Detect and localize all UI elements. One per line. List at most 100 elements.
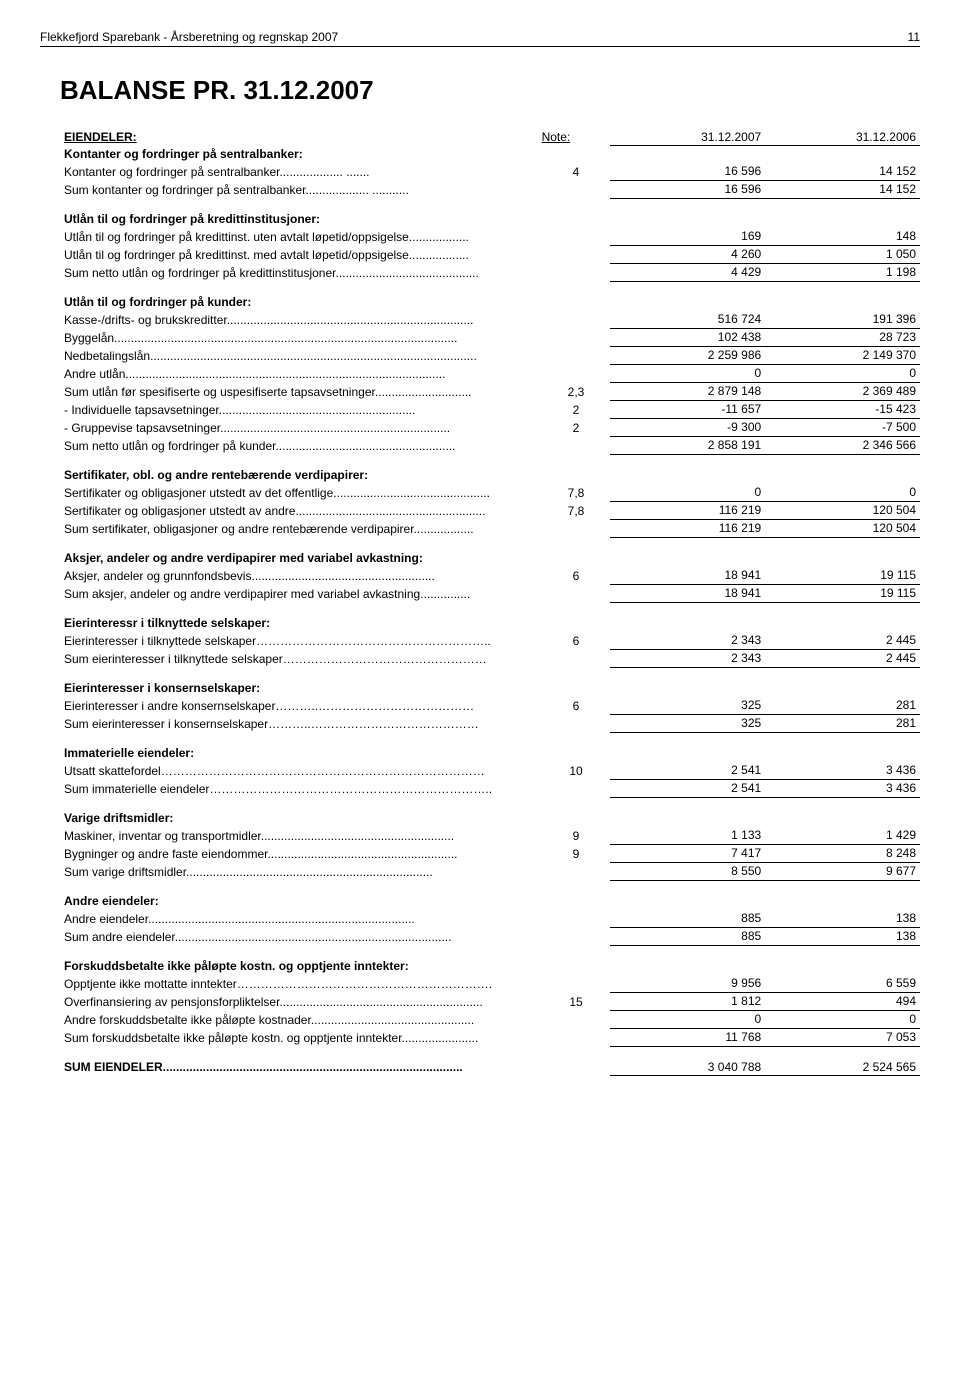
row-label: Sum aksjer, andeler og andre verdipapire… xyxy=(60,584,542,602)
row-val1: 1 133 xyxy=(610,827,765,845)
row-val2: 138 xyxy=(765,910,920,928)
row-val2: 1 050 xyxy=(765,245,920,263)
row-val1: 325 xyxy=(610,714,765,732)
row-label: Kasse-/drifts- og brukskreditter........… xyxy=(60,311,542,329)
col-year1: 31.12.2007 xyxy=(610,128,765,146)
row-val1: 516 724 xyxy=(610,311,765,329)
row-val1: 11 768 xyxy=(610,1028,765,1046)
row-val1: 0 xyxy=(610,484,765,502)
row-val1: -11 657 xyxy=(610,400,765,418)
row-val2: 19 115 xyxy=(765,584,920,602)
row-note: 2 xyxy=(542,418,611,436)
section-header: Eierinteressr i tilknyttede selskaper: xyxy=(60,602,542,632)
row-val2: -7 500 xyxy=(765,418,920,436)
row-val1: 2 541 xyxy=(610,779,765,797)
row-label: - Individuelle tapsavsetninger..........… xyxy=(60,400,542,418)
row-val1: 2 858 191 xyxy=(610,436,765,454)
row-val1: 0 xyxy=(610,364,765,382)
total-val2: 2 524 565 xyxy=(765,1046,920,1076)
row-label: Bygninger og andre faste eiendommer.....… xyxy=(60,844,542,862)
row-val2: 281 xyxy=(765,714,920,732)
row-val1: 1 812 xyxy=(610,992,765,1010)
row-val2: 281 xyxy=(765,697,920,715)
row-label: Overfinansiering av pensjonsforpliktelse… xyxy=(60,992,542,1010)
row-label: Utlån til og fordringer på kredittinst. … xyxy=(60,228,542,246)
row-note: 6 xyxy=(542,697,611,715)
row-label: Eierinteresser i tilknyttede selskaper……… xyxy=(60,632,542,650)
row-val1: 7 417 xyxy=(610,844,765,862)
row-val1: 885 xyxy=(610,910,765,928)
row-label: Sum netto utlån og fordringer på kreditt… xyxy=(60,263,542,281)
row-val2: 28 723 xyxy=(765,328,920,346)
total-label: SUM EIENDELER...........................… xyxy=(60,1046,542,1076)
row-val2: 120 504 xyxy=(765,519,920,537)
row-val1: 2 259 986 xyxy=(610,346,765,364)
row-label: Andre utlån.............................… xyxy=(60,364,542,382)
row-label: Sum eierinteresser i konsernselskaper………… xyxy=(60,714,542,732)
row-val2: 3 436 xyxy=(765,779,920,797)
row-note: 7,8 xyxy=(542,484,611,502)
row-note: 2 xyxy=(542,400,611,418)
header-left: Flekkefjord Sparebank - Årsberetning og … xyxy=(40,30,338,44)
row-note: 4 xyxy=(542,163,611,181)
row-note xyxy=(542,346,611,364)
row-note xyxy=(542,245,611,263)
row-val2: 8 248 xyxy=(765,844,920,862)
row-val2: 2 149 370 xyxy=(765,346,920,364)
row-note: 7,8 xyxy=(542,501,611,519)
row-label: Sertifikater og obligasjoner utstedt av … xyxy=(60,484,542,502)
row-label: Sum sertifikater, obligasjoner og andre … xyxy=(60,519,542,537)
row-note xyxy=(542,714,611,732)
page-title: BALANSE PR. 31.12.2007 xyxy=(60,75,920,106)
row-val1: 885 xyxy=(610,927,765,945)
row-val2: 6 559 xyxy=(765,975,920,993)
row-label: Kontanter og fordringer på sentralbanker… xyxy=(60,163,542,181)
section-header: Immaterielle eiendeler: xyxy=(60,732,542,762)
row-val1: 16 596 xyxy=(610,180,765,198)
row-label: Sum andre eiendeler.....................… xyxy=(60,927,542,945)
row-val2: -15 423 xyxy=(765,400,920,418)
row-val2: 1 198 xyxy=(765,263,920,281)
row-val2: 14 152 xyxy=(765,163,920,181)
section-header: Utlån til og fordringer på kunder: xyxy=(60,281,542,311)
row-note xyxy=(542,311,611,329)
row-val1: 16 596 xyxy=(610,163,765,181)
row-label: Nedbetalingslån.........................… xyxy=(60,346,542,364)
row-val1: 2 879 148 xyxy=(610,382,765,400)
row-val2: 3 436 xyxy=(765,762,920,780)
row-label: Aksjer, andeler og grunnfondsbevis......… xyxy=(60,567,542,585)
row-val1: 0 xyxy=(610,1010,765,1028)
row-val2: 148 xyxy=(765,228,920,246)
row-val1: 2 343 xyxy=(610,632,765,650)
row-label: Utlån til og fordringer på kredittinst. … xyxy=(60,245,542,263)
col-year2: 31.12.2006 xyxy=(765,128,920,146)
row-val2: 7 053 xyxy=(765,1028,920,1046)
row-note xyxy=(542,228,611,246)
row-label: Utsatt skattefordel………………………………………………………… xyxy=(60,762,542,780)
row-note xyxy=(542,1028,611,1046)
row-label: Sum varige driftsmidler.................… xyxy=(60,862,542,880)
row-val2: 14 152 xyxy=(765,180,920,198)
row-val2: 2 445 xyxy=(765,632,920,650)
row-note xyxy=(542,910,611,928)
row-val1: 4 260 xyxy=(610,245,765,263)
row-label: Andre eiendeler.........................… xyxy=(60,910,542,928)
section-header: Forskuddsbetalte ikke påløpte kostn. og … xyxy=(60,945,542,975)
row-val1: 18 941 xyxy=(610,584,765,602)
row-note: 2,3 xyxy=(542,382,611,400)
row-label: Maskiner, inventar og transportmidler...… xyxy=(60,827,542,845)
row-note xyxy=(542,975,611,993)
section-header: Varige driftsmidler: xyxy=(60,797,542,827)
section-header: Kontanter og fordringer på sentralbanker… xyxy=(60,146,542,163)
balance-table: EIENDELER: Note: 31.12.2007 31.12.2006 K… xyxy=(60,128,920,1076)
row-val1: 102 438 xyxy=(610,328,765,346)
page-header: Flekkefjord Sparebank - Årsberetning og … xyxy=(40,30,920,47)
row-val1: 4 429 xyxy=(610,263,765,281)
row-val2: 120 504 xyxy=(765,501,920,519)
row-note xyxy=(542,328,611,346)
row-val1: 2 541 xyxy=(610,762,765,780)
row-val2: 1 429 xyxy=(765,827,920,845)
row-note xyxy=(542,649,611,667)
row-note: 6 xyxy=(542,632,611,650)
row-note: 6 xyxy=(542,567,611,585)
